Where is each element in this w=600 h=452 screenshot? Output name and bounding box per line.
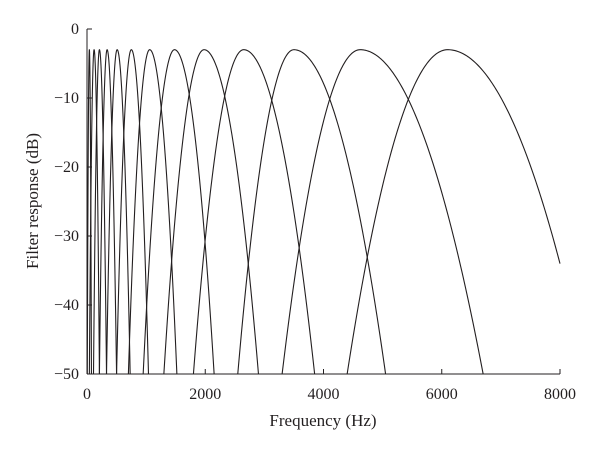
filter-curve-7 — [127, 49, 178, 375]
x-tick-label: 4000 — [308, 386, 340, 403]
y-ticks: 0 −10 −20 −30 −40 −50 — [54, 21, 92, 383]
filter-curve-8 — [142, 49, 215, 375]
y-tick-label: 0 — [71, 21, 79, 38]
y-tick-label: −50 — [54, 366, 79, 383]
filter-curves — [86, 49, 561, 375]
x-tick-label: 0 — [83, 386, 91, 403]
x-tick-label: 6000 — [426, 386, 458, 403]
filter-curve-11 — [237, 49, 387, 375]
filter-curve-3 — [92, 49, 108, 375]
y-axis-title: Filter response (dB) — [23, 133, 42, 269]
filter-curve-9 — [163, 49, 260, 375]
x-ticks: 0 2000 4000 6000 8000 — [83, 369, 576, 403]
y-tick-label: −30 — [54, 228, 79, 245]
filter-curve-4 — [98, 49, 118, 375]
filter-curve-10 — [192, 49, 316, 375]
filter-curve-5 — [105, 49, 131, 375]
filter-curve-13 — [346, 49, 561, 375]
x-tick-label: 8000 — [544, 386, 576, 403]
y-tick-label: −20 — [54, 159, 79, 176]
filter-curve-6 — [116, 49, 150, 375]
x-tick-label: 2000 — [189, 386, 221, 403]
x-axis-title: Frequency (Hz) — [269, 411, 376, 430]
filter-curve-12 — [281, 49, 484, 375]
filter-curve-2 — [88, 49, 100, 375]
y-tick-label: −40 — [54, 297, 79, 314]
y-tick-label: −10 — [54, 90, 79, 107]
